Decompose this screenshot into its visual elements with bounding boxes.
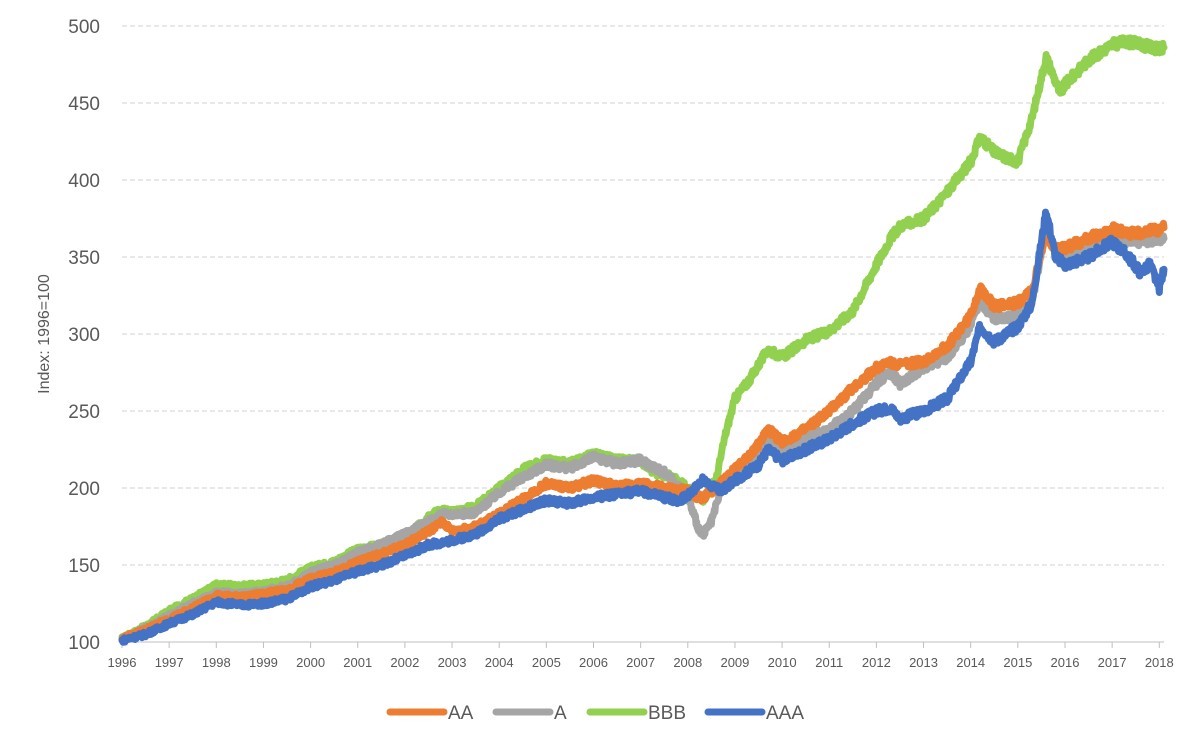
- y-axis-ticks: 100 150 200 250 300 350 400 450 500: [68, 17, 100, 654]
- x-tick-label: 2003: [438, 655, 467, 670]
- series-line-bbb: [118, 34, 1168, 644]
- legend-label-aaa: AAA: [766, 703, 804, 724]
- x-tick-label: 1998: [202, 655, 231, 670]
- x-tick-label: 2013: [909, 655, 938, 670]
- x-tick-label: 2004: [485, 655, 514, 670]
- series-line-aaa: [118, 208, 1168, 646]
- x-tick-label: 1997: [155, 655, 184, 670]
- legend-label-bbb: BBB: [648, 703, 686, 724]
- x-tick-label: 2016: [1051, 655, 1080, 670]
- x-tick-label: 2006: [579, 655, 608, 670]
- y-tick-label: 400: [68, 171, 100, 192]
- x-tick-label: 2008: [673, 655, 702, 670]
- y-tick-label: 350: [68, 248, 100, 269]
- x-tick-label: 2018: [1145, 655, 1174, 670]
- y-tick-label: 450: [68, 94, 100, 115]
- y-tick-label: 300: [68, 325, 100, 346]
- legend-label-aa: AA: [448, 703, 474, 724]
- series-line-aa: [118, 219, 1168, 644]
- legend-label-a: A: [554, 703, 567, 724]
- x-tick-label: 2007: [626, 655, 655, 670]
- x-tick-label: 2010: [768, 655, 797, 670]
- x-tick-label: 2001: [343, 655, 372, 670]
- x-tick-label: 2009: [720, 655, 749, 670]
- x-tick-label: 2014: [956, 655, 985, 670]
- x-tick-label: 2011: [815, 655, 843, 670]
- x-axis-ticks: 1996 1997 1998 1999 2000 2001 2002 2003 2004 2005…: [108, 642, 1174, 670]
- x-tick-label: 2005: [532, 655, 561, 670]
- y-tick-label: 250: [68, 402, 100, 423]
- x-tick-label: 1996: [108, 655, 137, 670]
- x-tick-label: 2012: [862, 655, 891, 670]
- y-tick-label: 150: [68, 556, 100, 577]
- series-lines: [118, 34, 1168, 646]
- y-tick-label: 500: [68, 17, 100, 38]
- x-tick-label: 2015: [1003, 655, 1032, 670]
- x-tick-label: 2002: [390, 655, 419, 670]
- y-tick-label: 200: [68, 479, 100, 500]
- legend: AA A BBB AAA: [386, 703, 804, 724]
- x-tick-label: 1999: [249, 655, 278, 670]
- x-tick-label: 2000: [296, 655, 325, 670]
- x-tick-label: 2017: [1098, 655, 1127, 670]
- y-tick-label: 100: [68, 633, 100, 654]
- y-axis-label: Index: 1996=100: [36, 274, 53, 394]
